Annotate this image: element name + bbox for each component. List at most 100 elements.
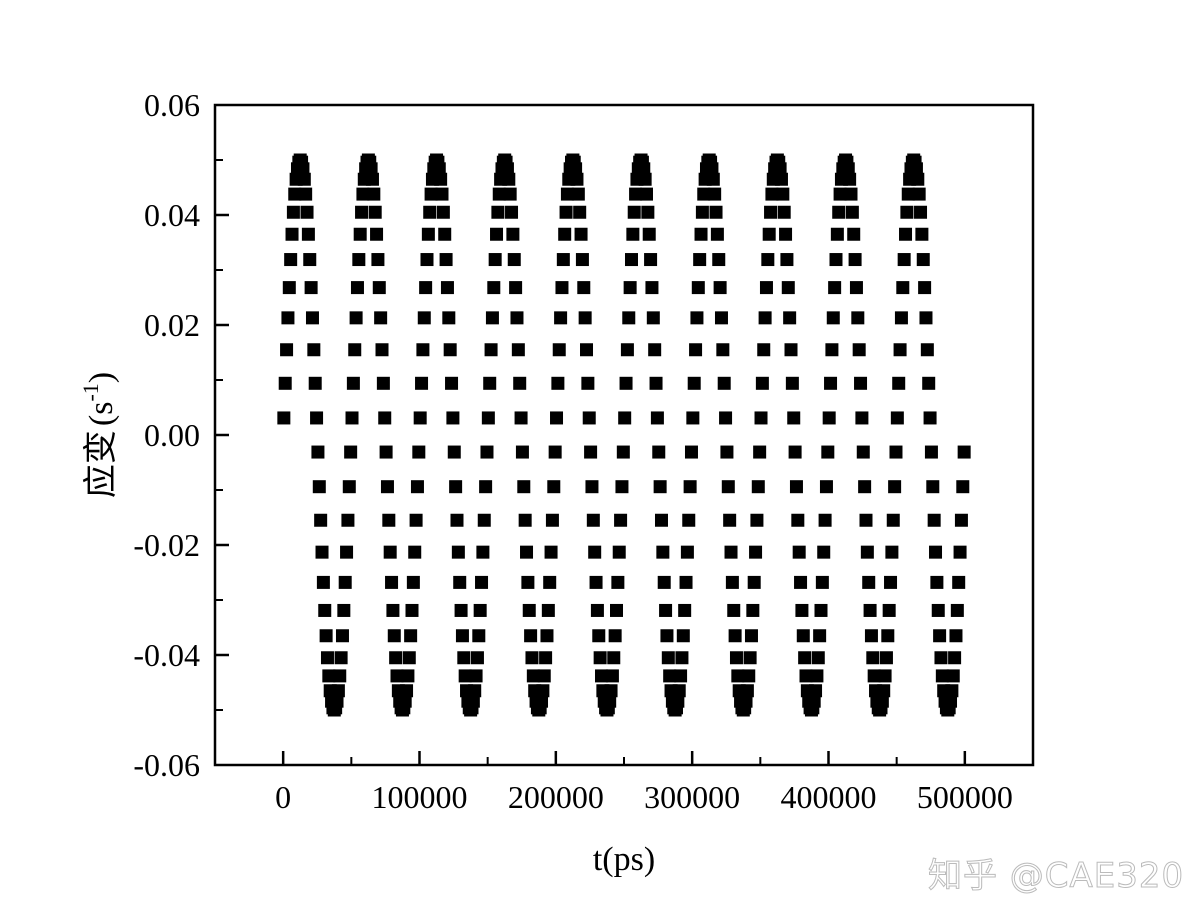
data-point <box>352 253 366 267</box>
data-point <box>780 253 794 267</box>
data-point <box>758 311 772 325</box>
data-point <box>832 205 846 219</box>
data-point <box>620 343 634 357</box>
data-point <box>345 411 359 425</box>
data-point <box>368 205 382 219</box>
y-tick-label: 0.06 <box>144 87 200 123</box>
data-point <box>953 545 967 559</box>
data-point <box>315 545 329 559</box>
data-point <box>855 411 869 425</box>
data-point <box>548 445 562 459</box>
y-tick-labels: 0.06 0.04 0.02 0.00 -0.02 -0.04 -0.06 <box>133 87 200 783</box>
data-point <box>477 513 491 527</box>
data-point <box>312 480 326 494</box>
data-point <box>337 603 351 617</box>
data-point <box>517 480 531 494</box>
data-point <box>559 205 573 219</box>
data-point <box>423 205 437 219</box>
data-point <box>929 545 943 559</box>
data-point <box>436 205 450 219</box>
x-tick-label: 300000 <box>644 779 740 815</box>
data-point <box>950 603 964 617</box>
data-point <box>573 205 587 219</box>
data-point <box>642 227 656 241</box>
y-tick-label: -0.04 <box>133 637 200 673</box>
data-point <box>877 684 891 698</box>
data-point <box>612 545 626 559</box>
data-point <box>453 575 467 589</box>
data-point <box>637 162 651 176</box>
data-point <box>590 603 604 617</box>
data-point <box>469 669 483 683</box>
data-point <box>888 480 902 494</box>
data-point <box>560 187 574 201</box>
data-point <box>297 172 311 186</box>
data-point <box>944 694 958 708</box>
data-point <box>844 187 858 201</box>
data-point <box>695 205 709 219</box>
data-point <box>705 162 719 176</box>
data-point <box>335 629 349 643</box>
data-point <box>896 281 910 295</box>
data-point <box>926 480 940 494</box>
x-tick-label: 0 <box>275 779 291 815</box>
data-point <box>349 311 363 325</box>
data-point <box>919 311 933 325</box>
data-point <box>624 253 638 267</box>
data-point <box>764 205 778 219</box>
data-point <box>526 669 540 683</box>
data-point <box>739 694 753 708</box>
data-point <box>614 513 628 527</box>
data-point <box>946 669 960 683</box>
plot-frame <box>213 103 1035 767</box>
data-point <box>299 187 313 201</box>
data-point <box>307 343 321 357</box>
data-point <box>879 651 893 665</box>
data-point <box>889 445 903 459</box>
y-axis-title: 应变(s-1) <box>78 372 120 498</box>
x-tick-labels: 0 100000 200000 300000 400000 500000 <box>275 779 1013 815</box>
data-point <box>661 651 675 665</box>
data-point <box>952 575 966 589</box>
data-point <box>340 545 354 559</box>
data-point <box>380 480 394 494</box>
data-point <box>458 669 472 683</box>
data-point <box>935 669 949 683</box>
data-point <box>416 343 430 357</box>
data-point <box>864 629 878 643</box>
data-point <box>570 172 584 186</box>
data-point <box>749 545 763 559</box>
data-point <box>535 694 549 708</box>
data-point <box>862 575 876 589</box>
data-point <box>379 445 393 459</box>
data-point <box>785 376 799 390</box>
data-point <box>581 376 595 390</box>
data-point <box>725 575 739 589</box>
data-point <box>856 445 870 459</box>
data-point <box>342 480 356 494</box>
data-point <box>774 172 788 186</box>
data-point <box>674 669 688 683</box>
data-point <box>845 205 859 219</box>
data-point <box>679 575 693 589</box>
data-point <box>724 545 738 559</box>
data-point <box>841 162 855 176</box>
data-point <box>364 162 378 176</box>
data-point <box>539 651 553 665</box>
data-point <box>338 575 352 589</box>
data-point <box>694 227 708 241</box>
data-point <box>650 411 664 425</box>
data-point <box>413 411 427 425</box>
data-point <box>578 311 592 325</box>
data-point <box>434 172 448 186</box>
data-point <box>829 253 843 267</box>
data-point <box>799 669 813 683</box>
data-point <box>346 376 360 390</box>
data-point <box>653 480 667 494</box>
data-point <box>480 445 494 459</box>
data-point <box>371 253 385 267</box>
data-point <box>765 187 779 201</box>
data-point <box>731 669 745 683</box>
data-point <box>412 445 426 459</box>
data-point <box>706 172 720 186</box>
